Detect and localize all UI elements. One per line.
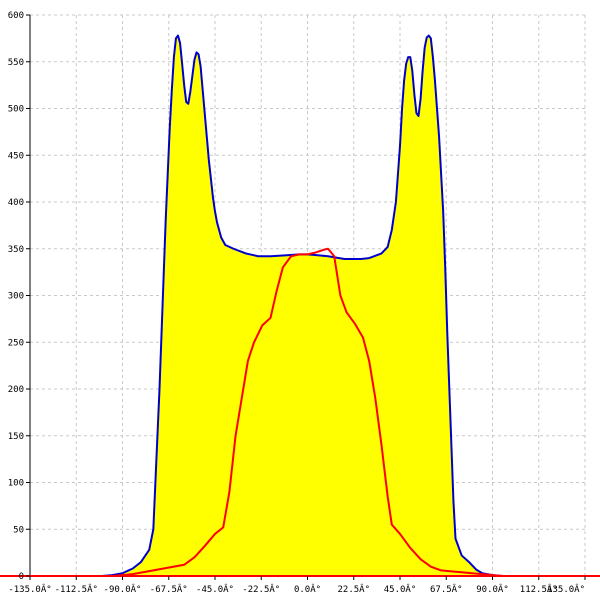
tick-labels: 0 50 100 150 200 250 300 350 400 450 500 550 600 -135…	[8, 11, 585, 595]
y-tick-label: 550	[8, 58, 24, 68]
y-tick-label: 400	[8, 198, 24, 208]
x-tick-label: 67.5Â°	[430, 583, 463, 595]
y-tick-label: 250	[8, 338, 24, 348]
x-tick-label: 112.5Â°	[520, 583, 558, 595]
y-tick-label: 0	[19, 572, 24, 582]
x-tick-label: -112.5Â°	[55, 583, 98, 595]
x-tick-label: 135.0Â°	[547, 583, 585, 595]
x-tick-label: -45.0Â°	[196, 583, 234, 595]
y-tick-label: 50	[13, 525, 24, 535]
y-tick-label: 500	[8, 105, 24, 115]
y-tick-label: 100	[8, 479, 24, 489]
series-layer	[30, 34, 585, 577]
x-tick-label: 22.5Â°	[337, 583, 370, 595]
y-tick-label: 300	[8, 292, 24, 302]
y-tick-label: 450	[8, 151, 24, 161]
y-tick-label: 350	[8, 245, 24, 255]
y-tick-label: 600	[8, 11, 24, 21]
x-tick-label: 90.0Â°	[476, 583, 509, 595]
x-tick-label: -90.0Â°	[104, 583, 142, 595]
x-tick-label: 0.0Â°	[294, 583, 321, 595]
x-tick-label: -22.5Â°	[242, 583, 280, 595]
x-tick-label: -135.0Â°	[8, 583, 51, 595]
y-tick-label: 200	[8, 385, 24, 395]
series-2-line	[30, 247, 585, 577]
y-tick-label: 150	[8, 432, 24, 442]
axis-layer	[0, 14, 600, 580]
series-1-area	[30, 35, 585, 576]
x-tick-label: 45.0Â°	[384, 583, 417, 595]
x-tick-label: -67.5Â°	[150, 583, 188, 595]
